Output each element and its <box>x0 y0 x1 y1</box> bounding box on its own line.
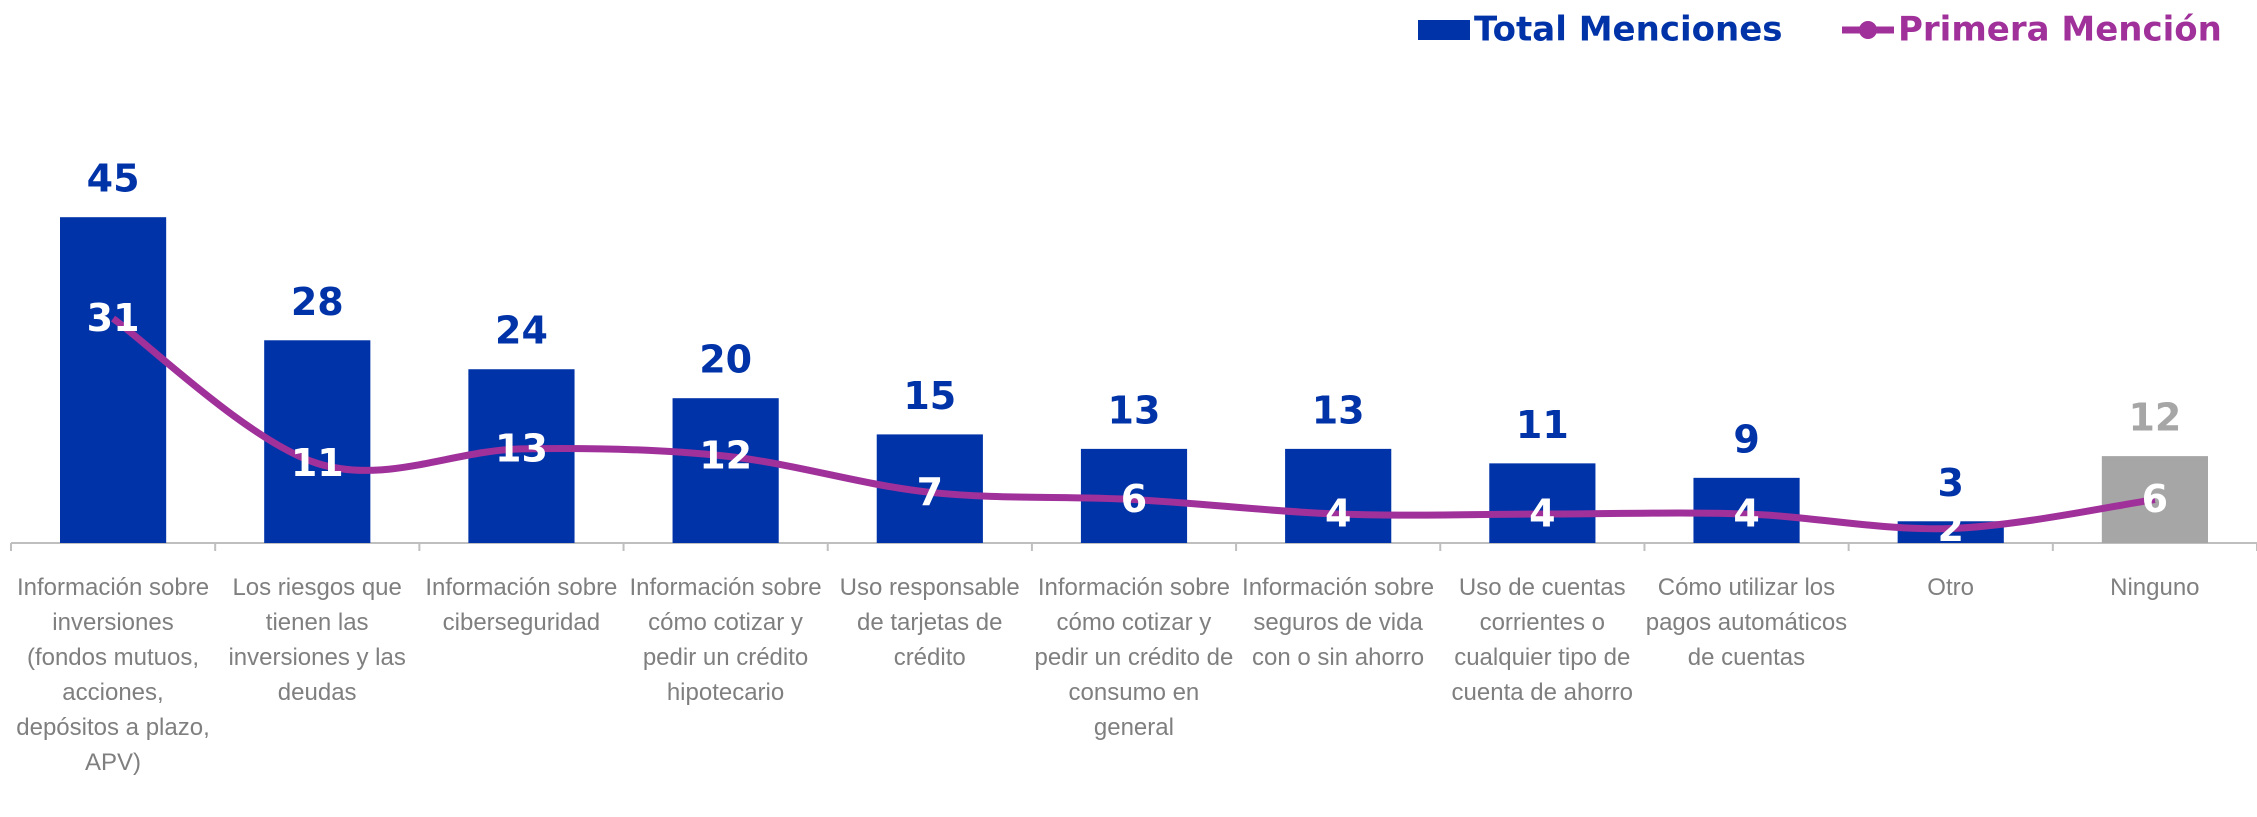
x-tick-label: Uso de cuentas corrientes o cualquier ti… <box>1451 574 1633 706</box>
bar <box>264 340 371 543</box>
x-tick-label: Otro <box>1927 574 1974 601</box>
line-value-label: 4 <box>1529 492 1555 536</box>
bar <box>672 398 779 543</box>
x-tick-label: Información sobre cómo cotizar y pedir u… <box>1034 574 1234 741</box>
line-value-label: 31 <box>87 296 140 340</box>
line-value-label: 6 <box>1121 477 1147 521</box>
legend-marker <box>1859 21 1877 39</box>
x-tick-label: Los riesgos que tienen las inversiones y… <box>228 574 406 706</box>
x-tick-label: Información sobre cómo cotizar y pedir u… <box>629 574 822 706</box>
bar <box>1285 448 1392 543</box>
bar <box>60 217 167 543</box>
bar-value-label: 45 <box>87 157 140 201</box>
line-value-label: 12 <box>699 434 752 478</box>
bar-value-label: 24 <box>495 309 548 353</box>
line-value-label: 11 <box>291 441 344 485</box>
line-value-label: 7 <box>917 470 943 514</box>
bar-value-label: 3 <box>1938 461 1964 505</box>
line-value-label: 4 <box>1325 492 1351 536</box>
x-tick-label: Uso responsable de tarjetas de crédito <box>839 574 1020 671</box>
bar-value-label: 9 <box>1733 417 1759 461</box>
legend-label: Total Menciones <box>1474 10 1783 50</box>
line <box>111 315 2156 533</box>
x-tick-label: Información sobre seguros de vida con o … <box>1242 574 1435 671</box>
bar-value-label: 13 <box>1312 388 1365 432</box>
line-value-label: 13 <box>495 426 548 470</box>
line-value-label: 4 <box>1733 492 1759 536</box>
line-value-label: 6 <box>2142 477 2168 521</box>
bar-value-label: 20 <box>699 338 752 382</box>
bar-value-label: 12 <box>2128 396 2181 440</box>
bar-value-label: 28 <box>291 280 344 324</box>
x-tick-label: Cómo utilizar los pagos automáticos de c… <box>1645 574 1848 671</box>
bar <box>1489 463 1596 543</box>
bar-value-label: 11 <box>1516 403 1569 447</box>
legend-swatch <box>1418 20 1470 40</box>
x-tick-label: Información sobre inversiones (fondos mu… <box>16 574 210 776</box>
legend-label: Primera Mención <box>1898 10 2222 50</box>
bar <box>468 369 575 543</box>
x-tick-label: Información sobre ciberseguridad <box>425 574 618 636</box>
bar-value-label: 15 <box>903 374 956 418</box>
bar-value-label: 13 <box>1108 388 1161 432</box>
x-tick-label: Ninguno <box>2110 574 2200 601</box>
line-value-label: 2 <box>1938 506 1964 550</box>
